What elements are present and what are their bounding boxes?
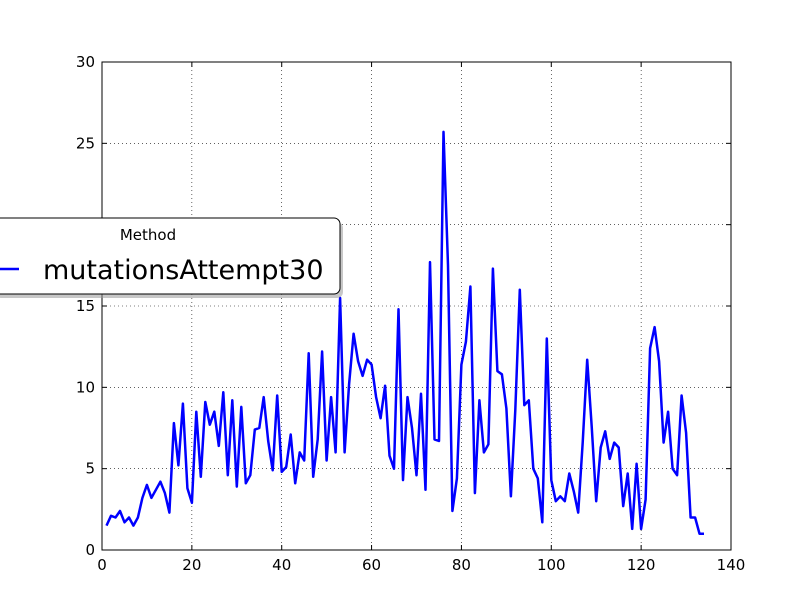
x-tick-label: 140	[717, 556, 746, 574]
series-line	[105, 130, 704, 535]
x-tick-label: 80	[452, 556, 471, 574]
legend: Method mutationsAttempt30	[0, 217, 343, 298]
y-tick-label: 10	[76, 378, 95, 396]
legend-label: mutationsAttempt30	[43, 255, 324, 286]
y-tick-label: 0	[85, 541, 95, 559]
y-tick-label: 15	[76, 297, 95, 315]
x-tick-label: 60	[362, 556, 381, 574]
legend-title: Method	[120, 226, 176, 244]
x-tick-label: 100	[537, 556, 566, 574]
x-tick-label: 20	[182, 556, 201, 574]
legend-box	[0, 217, 341, 295]
y-tick-label: 30	[76, 53, 95, 71]
x-tick-label: 40	[272, 556, 291, 574]
y-tick-label: 5	[85, 460, 95, 478]
y-tick-label: 25	[76, 134, 95, 152]
axis-ticks: 020406080100120140051015202530	[76, 53, 745, 574]
series-layer	[105, 130, 704, 535]
x-tick-label: 120	[627, 556, 656, 574]
x-tick-label: 0	[97, 556, 107, 574]
